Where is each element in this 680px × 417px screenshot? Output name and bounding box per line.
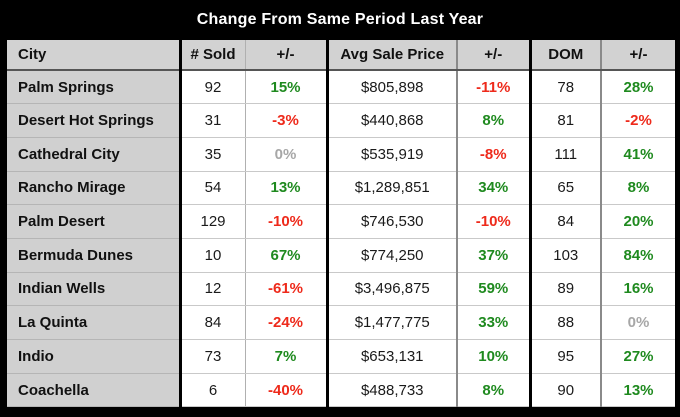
table-row: Indian Wells 12 -61% $3,496,875 59% 89 1… — [7, 272, 675, 307]
sold-change-cell: -10% — [245, 204, 329, 239]
header-row: City # Sold +/- Avg Sale Price +/- DOM +… — [7, 40, 675, 71]
sold-change-cell: 7% — [245, 339, 329, 374]
price-cell: $488,733 — [327, 373, 458, 408]
table-row: Desert Hot Springs 31 -3% $440,868 8% 81… — [7, 103, 675, 138]
dom-cell: 103 — [530, 238, 602, 273]
table-row: Palm Springs 92 15% $805,898 -11% 78 28% — [7, 70, 675, 105]
price-cell: $1,289,851 — [327, 171, 458, 206]
price-change-cell: 34% — [457, 171, 532, 206]
dom-change-cell: 28% — [601, 70, 675, 105]
dom-cell: 65 — [530, 171, 602, 206]
city-cell: Palm Springs — [7, 70, 182, 105]
sold-change-cell: 15% — [245, 70, 329, 105]
city-cell: Bermuda Dunes — [7, 238, 182, 273]
table-row: Rancho Mirage 54 13% $1,289,851 34% 65 8… — [7, 171, 675, 206]
city-cell: Indian Wells — [7, 272, 182, 307]
sold-cell: 73 — [180, 339, 246, 374]
dom-cell: 111 — [530, 137, 602, 172]
table-title: Change From Same Period Last Year — [196, 11, 484, 28]
dom-cell: 84 — [530, 204, 602, 239]
sold-cell: 54 — [180, 171, 246, 206]
city-cell: Indio — [7, 339, 182, 374]
city-cell: Rancho Mirage — [7, 171, 182, 206]
price-change-cell: 33% — [457, 305, 532, 340]
sold-cell: 31 — [180, 103, 246, 138]
sold-change-cell: 13% — [245, 171, 329, 206]
table-row: Bermuda Dunes 10 67% $774,250 37% 103 84… — [7, 238, 675, 273]
price-change-cell: -11% — [457, 70, 532, 105]
dom-cell: 88 — [530, 305, 602, 340]
sold-change-cell: -24% — [245, 305, 329, 340]
sold-cell: 129 — [180, 204, 246, 239]
dom-change-cell: 27% — [601, 339, 675, 374]
sold-change-cell: -3% — [245, 103, 329, 138]
table-row: Cathedral City 35 0% $535,919 -8% 111 41… — [7, 137, 675, 172]
price-cell: $3,496,875 — [327, 272, 458, 307]
price-change-cell: 10% — [457, 339, 532, 374]
dom-change-cell: 20% — [601, 204, 675, 239]
dom-change-cell: 84% — [601, 238, 675, 273]
sold-cell: 84 — [180, 305, 246, 340]
sold-change-cell: -40% — [245, 373, 329, 408]
sold-cell: 92 — [180, 70, 246, 105]
city-cell: Palm Desert — [7, 204, 182, 239]
table-container: City # Sold +/- Avg Sale Price +/- DOM +… — [7, 40, 675, 408]
dom-change-cell: 0% — [601, 305, 675, 340]
city-cell: Coachella — [7, 373, 182, 408]
price-cell: $440,868 — [327, 103, 458, 138]
dom-cell: 95 — [530, 339, 602, 374]
sold-cell: 12 — [180, 272, 246, 307]
sold-change-cell: -61% — [245, 272, 329, 307]
header-price-change: +/- — [457, 40, 532, 71]
dom-change-cell: 8% — [601, 171, 675, 206]
header-avg-sale-price: Avg Sale Price — [327, 40, 458, 71]
price-cell: $805,898 — [327, 70, 458, 105]
price-cell: $774,250 — [327, 238, 458, 273]
price-change-cell: -10% — [457, 204, 532, 239]
header-dom-change: +/- — [601, 40, 675, 71]
sold-cell: 6 — [180, 373, 246, 408]
price-change-cell: -8% — [457, 137, 532, 172]
header-dom: DOM — [530, 40, 602, 71]
header-city: City — [7, 40, 182, 71]
table-row: La Quinta 84 -24% $1,477,775 33% 88 0% — [7, 305, 675, 340]
dom-cell: 89 — [530, 272, 602, 307]
table-row: Coachella 6 -40% $488,733 8% 90 13% — [7, 373, 675, 408]
price-cell: $1,477,775 — [327, 305, 458, 340]
sold-change-cell: 0% — [245, 137, 329, 172]
sold-cell: 10 — [180, 238, 246, 273]
table-row: Indio 73 7% $653,131 10% 95 27% — [7, 339, 675, 374]
price-change-cell: 8% — [457, 103, 532, 138]
header-sold-change: +/- — [245, 40, 329, 71]
sold-change-cell: 67% — [245, 238, 329, 273]
price-change-cell: 59% — [457, 272, 532, 307]
price-cell: $535,919 — [327, 137, 458, 172]
city-cell: Cathedral City — [7, 137, 182, 172]
dom-change-cell: 41% — [601, 137, 675, 172]
dom-change-cell: -2% — [601, 103, 675, 138]
dom-change-cell: 16% — [601, 272, 675, 307]
price-change-cell: 37% — [457, 238, 532, 273]
table-row: Palm Desert 129 -10% $746,530 -10% 84 20… — [7, 204, 675, 239]
price-change-cell: 8% — [457, 373, 532, 408]
dom-cell: 78 — [530, 70, 602, 105]
dom-change-cell: 13% — [601, 373, 675, 408]
header-sold: # Sold — [180, 40, 246, 71]
city-cell: Desert Hot Springs — [7, 103, 182, 138]
sold-cell: 35 — [180, 137, 246, 172]
city-cell: La Quinta — [7, 305, 182, 340]
price-cell: $653,131 — [327, 339, 458, 374]
city-stats-table: City # Sold +/- Avg Sale Price +/- DOM +… — [7, 40, 675, 408]
dom-cell: 90 — [530, 373, 602, 408]
price-cell: $746,530 — [327, 204, 458, 239]
dom-cell: 81 — [530, 103, 602, 138]
